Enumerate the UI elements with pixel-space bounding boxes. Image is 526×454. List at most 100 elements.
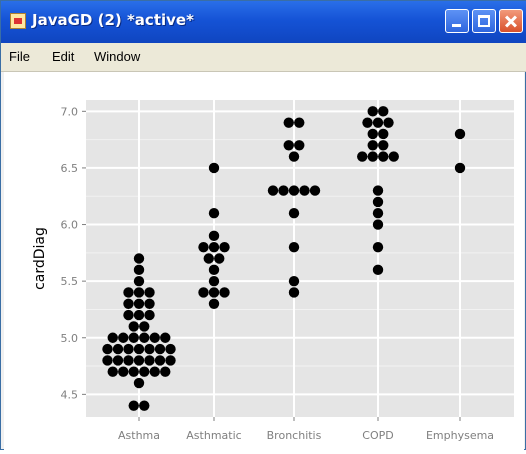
data-point <box>133 377 145 389</box>
menu-edit[interactable]: Edit <box>52 49 75 64</box>
data-point <box>208 264 220 276</box>
data-point <box>133 287 145 298</box>
menu-bar: File Edit Window <box>1 43 526 72</box>
data-point <box>133 355 145 366</box>
menu-file[interactable]: File <box>9 49 30 64</box>
data-point <box>123 355 134 366</box>
data-point <box>372 264 384 276</box>
data-point <box>288 185 300 196</box>
data-point <box>139 366 150 377</box>
data-point <box>362 117 373 128</box>
data-point <box>144 298 155 309</box>
data-point <box>144 309 155 321</box>
data-point <box>133 309 145 321</box>
data-point <box>165 355 176 366</box>
data-point <box>139 332 150 343</box>
data-point <box>219 287 230 298</box>
data-point <box>123 298 134 309</box>
data-point <box>160 366 171 377</box>
data-point <box>128 400 139 411</box>
data-point <box>133 298 145 309</box>
data-point <box>288 275 300 287</box>
data-point <box>367 140 378 151</box>
data-point <box>149 332 160 343</box>
data-point <box>144 355 155 366</box>
data-point <box>372 196 384 208</box>
data-point <box>112 355 124 366</box>
data-point <box>198 241 209 253</box>
data-point <box>388 151 399 162</box>
data-point <box>107 366 118 377</box>
data-point <box>288 151 300 162</box>
data-point <box>154 343 166 355</box>
data-point <box>123 343 134 355</box>
data-point <box>208 241 220 253</box>
data-point <box>144 343 155 355</box>
data-point <box>214 253 225 264</box>
y-tick-label: 6.5 <box>61 162 79 175</box>
y-tick-label: 7.0 <box>61 105 79 118</box>
maximize-icon[interactable] <box>472 9 496 33</box>
data-point <box>160 332 171 343</box>
data-point <box>372 241 384 253</box>
data-point <box>283 117 294 128</box>
data-point <box>112 343 124 355</box>
data-point <box>367 128 378 140</box>
data-point <box>309 185 321 196</box>
data-point <box>288 208 300 219</box>
data-point <box>208 298 220 309</box>
title-bar[interactable]: JavaGD (2) *active* <box>1 1 526 43</box>
close-icon[interactable] <box>499 9 523 33</box>
data-point <box>294 140 305 151</box>
data-point <box>283 140 294 151</box>
data-point <box>133 264 145 276</box>
y-tick-label: 6.0 <box>61 219 79 232</box>
data-point <box>133 275 145 287</box>
data-point <box>267 185 279 196</box>
data-point <box>278 185 289 196</box>
data-point <box>107 332 118 343</box>
data-point <box>367 151 378 162</box>
data-point <box>372 185 384 196</box>
data-point <box>165 343 176 355</box>
data-point <box>198 287 209 298</box>
data-point <box>128 366 139 377</box>
java-app-icon <box>10 13 26 29</box>
data-point <box>294 117 305 128</box>
data-point <box>154 355 166 366</box>
data-point <box>123 309 134 321</box>
data-point <box>378 128 389 140</box>
x-tick-label: Emphysema <box>426 429 494 442</box>
data-point <box>123 287 134 298</box>
y-axis-label: cardDiag <box>32 227 48 290</box>
data-point <box>367 106 378 117</box>
data-point <box>357 151 368 162</box>
data-point <box>118 366 129 377</box>
plot-canvas: 4.5 5.0 5.5 6.0 6.5 7.0 Asthma Asthmatic Bronchi… <box>4 72 524 450</box>
data-point <box>118 332 129 343</box>
x-tick-label: Bronchitis <box>267 429 322 442</box>
y-tick-label: 4.5 <box>61 388 79 401</box>
minimize-icon[interactable] <box>445 9 469 33</box>
data-point <box>102 343 113 355</box>
data-point <box>378 106 389 117</box>
y-tick-label: 5.0 <box>61 332 79 345</box>
data-point <box>208 162 220 174</box>
data-point <box>208 208 220 219</box>
data-point <box>139 400 150 411</box>
data-point <box>372 208 384 219</box>
data-point <box>128 332 139 343</box>
window-title: JavaGD (2) *active* <box>32 11 194 29</box>
data-point <box>219 241 230 253</box>
data-point <box>133 253 145 264</box>
data-point <box>454 128 466 140</box>
data-point <box>288 241 300 253</box>
menu-window[interactable]: Window <box>94 49 141 64</box>
y-tick-label: 5.5 <box>61 275 79 288</box>
data-point <box>149 366 160 377</box>
x-tick-label: Asthma <box>118 429 160 442</box>
data-point <box>288 287 300 298</box>
x-tick-label: COPD <box>362 429 393 442</box>
x-tick-label: Asthmatic <box>186 429 241 442</box>
